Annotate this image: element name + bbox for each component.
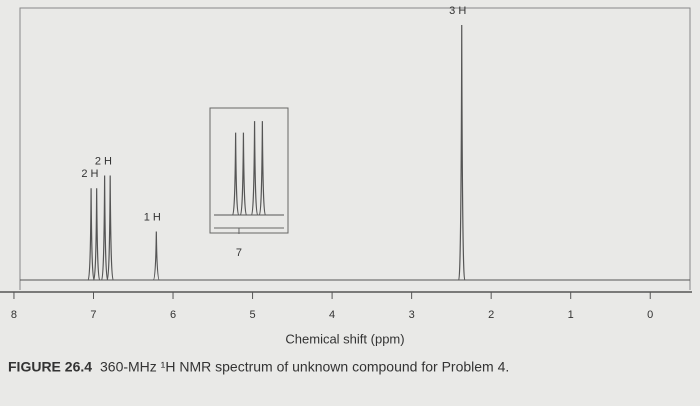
x-tick-label: 4 [329,309,335,321]
peak [87,188,95,281]
peak [106,175,114,281]
peak [93,188,101,281]
integration-label: 3 H [449,5,466,17]
x-tick-label: 2 [488,309,494,321]
x-tick-label: 6 [170,309,176,321]
caption: 360-MHz ¹H NMR spectrum of unknown compo… [100,359,509,375]
peak [152,231,160,281]
x-tick-label: 1 [568,309,574,321]
inset-tick-label: 7 [236,247,242,259]
inset-peak [258,121,266,216]
plot-frame [19,7,691,290]
integration-label: 2 H [81,168,98,180]
integration-label: 1 H [144,211,161,223]
x-tick-label: 7 [90,309,96,321]
integration-label: 2 H [95,155,112,167]
inset-peak [250,121,259,216]
inset-peak [232,132,240,216]
x-tick-label: 8 [11,309,17,321]
x-tick-label: 3 [409,309,415,321]
caption-label: FIGURE 26.4 [8,359,92,375]
inset-frame [209,107,289,234]
peak [458,24,466,281]
inset-peak [239,132,248,216]
x-axis-label: Chemical shift (ppm) [285,331,404,346]
x-tick-label: 5 [249,309,255,321]
peak [101,175,109,281]
x-tick-label: 0 [647,309,653,321]
